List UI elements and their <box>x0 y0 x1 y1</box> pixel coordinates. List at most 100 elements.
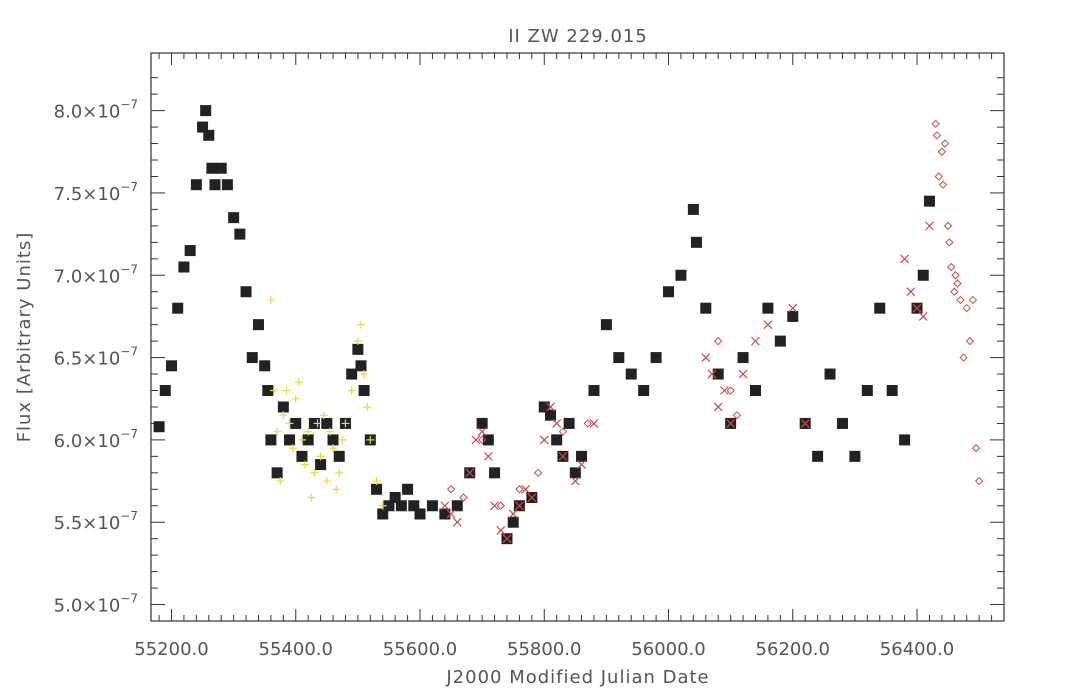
data-point-square <box>240 286 252 298</box>
data-point-cross <box>508 509 518 519</box>
y-tick-label: 6.0×10−7 <box>54 427 138 452</box>
data-point-square <box>569 467 581 479</box>
data-point-diamond <box>956 295 965 305</box>
data-point-cross <box>763 320 773 330</box>
data-point-cross <box>521 484 531 494</box>
data-point-square <box>284 434 296 446</box>
data-point-square <box>296 450 308 462</box>
data-point-square <box>861 385 873 397</box>
plot-frame <box>150 52 1005 622</box>
data-point-plus <box>297 435 306 444</box>
data-point-diamond <box>945 238 954 247</box>
data-point-square <box>277 401 289 413</box>
data-point-cross <box>539 435 549 445</box>
data-point-square <box>700 302 712 314</box>
data-point-diamond <box>934 172 943 181</box>
data-point-square <box>613 352 625 364</box>
data-point-diamond <box>515 485 524 494</box>
data-point-plus <box>279 411 288 420</box>
data-point-diamond <box>583 419 592 428</box>
data-point-plus <box>319 411 328 420</box>
data-point-square <box>321 417 333 429</box>
data-point-square <box>315 459 327 471</box>
data-point-plus <box>291 394 300 403</box>
data-point-square <box>408 500 420 512</box>
data-point-square <box>538 401 550 413</box>
data-point-diamond <box>974 476 984 486</box>
data-point-plus <box>282 386 291 395</box>
data-point-plus <box>347 386 356 395</box>
data-point-cross <box>490 501 499 511</box>
data-point-plus <box>329 444 338 453</box>
data-point-diamond <box>446 485 456 494</box>
x-tick-label: 55800.0 <box>507 639 581 660</box>
data-point-square <box>507 516 519 528</box>
x-tick-label: 55600.0 <box>383 639 457 660</box>
data-point-cross <box>502 534 512 544</box>
x-axis-label: J2000 Modified Julian Date <box>445 667 709 688</box>
data-point-square <box>358 385 370 397</box>
data-point-diamond <box>946 262 956 272</box>
data-point-plus <box>325 427 334 436</box>
data-point-plus <box>335 468 344 477</box>
x-tick-label: 56400.0 <box>880 639 954 660</box>
data-point-square <box>600 319 612 331</box>
data-point-diamond <box>558 427 568 436</box>
data-point-cross <box>589 419 599 428</box>
data-point-square <box>153 421 165 433</box>
x-tick-label: 56200.0 <box>756 639 830 660</box>
data-point-plus <box>285 419 294 428</box>
x-tick-label: 55200.0 <box>134 639 208 660</box>
data-point-square <box>352 343 364 355</box>
data-point-square <box>737 352 749 364</box>
data-point-diamond <box>931 119 940 129</box>
data-point-square <box>544 409 556 421</box>
data-point-square <box>426 500 438 512</box>
data-point-plus <box>378 501 387 510</box>
data-point-square <box>271 467 283 479</box>
data-point-cross <box>552 419 562 428</box>
data-point-diamond <box>937 147 947 156</box>
data-point-cross <box>906 287 916 297</box>
chart-title: II ZW 229.015 <box>508 26 648 47</box>
data-point-cross <box>925 221 934 231</box>
data-point-cross <box>446 509 456 519</box>
data-point-plus <box>316 452 325 461</box>
data-point-plus <box>366 435 375 444</box>
data-point-square <box>489 467 501 479</box>
data-point-square <box>886 385 898 397</box>
data-point-cross <box>900 254 910 264</box>
data-point-square <box>389 492 401 504</box>
data-point-square <box>184 245 196 257</box>
data-point-square <box>749 385 761 397</box>
data-point-diamond <box>962 303 971 313</box>
x-tick-label: 56000.0 <box>631 639 705 660</box>
data-point-diamond <box>732 410 742 420</box>
data-point-cross <box>471 435 481 445</box>
data-point-cross <box>577 460 586 470</box>
data-point-square <box>923 195 935 207</box>
data-point-square <box>650 352 662 364</box>
data-point-diamond <box>953 279 962 288</box>
data-point-cross <box>751 336 760 346</box>
data-point-square <box>190 179 202 191</box>
data-point-plus <box>341 419 350 428</box>
data-point-diamond <box>477 435 487 445</box>
data-point-square <box>259 360 271 372</box>
data-point-square <box>675 269 687 281</box>
data-point-plus <box>304 427 313 436</box>
data-point-square <box>209 179 221 191</box>
data-point-square <box>551 434 563 446</box>
data-point-cross <box>514 501 524 511</box>
data-point-diamond <box>726 386 735 395</box>
data-point-cross <box>452 517 462 527</box>
data-point-diamond <box>943 221 953 231</box>
data-point-plus <box>363 402 372 411</box>
y-tick-label: 6.5×10−7 <box>54 345 138 370</box>
data-point-plus <box>294 378 303 387</box>
data-point-diamond <box>496 501 505 510</box>
data-point-square <box>482 434 494 446</box>
data-point-cross <box>570 476 580 486</box>
data-point-cross <box>496 526 506 535</box>
